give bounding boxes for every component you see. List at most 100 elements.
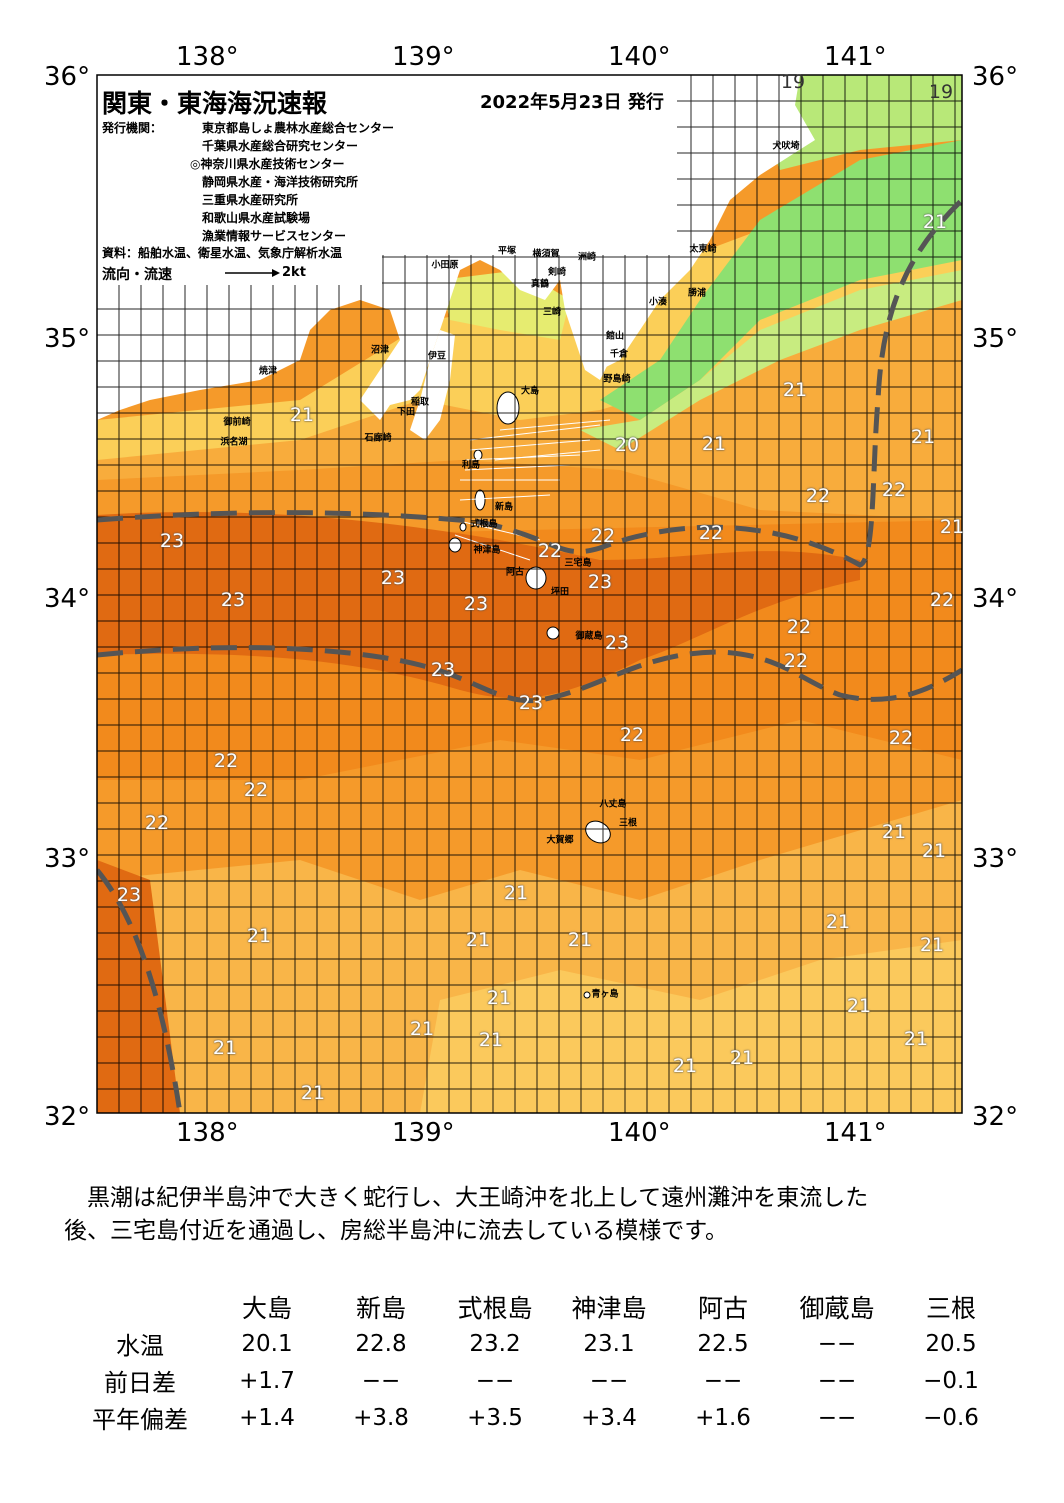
table-cell: −0.1 — [923, 1367, 979, 1394]
temp-label: 21 — [246, 925, 272, 947]
place-label: 八丈島 — [599, 799, 627, 810]
place-label: 小田原 — [431, 260, 459, 271]
table-cell: −− — [589, 1367, 629, 1394]
table-cell: −− — [817, 1404, 857, 1431]
place-label: 剣崎 — [547, 267, 567, 278]
place-label: 野島崎 — [603, 374, 631, 385]
island-aogashima — [583, 991, 591, 999]
header-panel — [97, 75, 677, 255]
temp-label: 21 — [782, 379, 808, 401]
island-toshima — [473, 449, 483, 461]
temp-label: 21 — [921, 840, 947, 862]
kuroshio-axis-lines — [97, 198, 962, 1113]
table-cell: 22.5 — [697, 1330, 749, 1357]
table-cell: +3.4 — [581, 1404, 637, 1431]
place-label: 式根島 — [470, 519, 498, 530]
place-label: 大島 — [520, 386, 540, 397]
summary-line: 黒潮は紀伊半島沖で大きく蛇行し、大王崎沖を北上して遠州灘沖を東流した — [64, 1185, 869, 1211]
place-label: 太東崎 — [689, 244, 717, 255]
column-header: 神津島 — [571, 1293, 647, 1323]
place-label: 大賀郷 — [546, 835, 574, 846]
temp-label: 23 — [220, 589, 246, 611]
lat-label-right-34: 34° — [972, 584, 1019, 614]
table-cell: 22.8 — [355, 1330, 407, 1357]
place-label: 青ヶ島 — [591, 989, 619, 1000]
table-cell: 20.1 — [241, 1330, 293, 1357]
temp-label: 22 — [619, 724, 645, 746]
temp-label: 21 — [289, 404, 315, 426]
place-label: 真鶴 — [530, 279, 550, 290]
lon-label-bottom-140: 140° — [608, 1118, 671, 1148]
table-cell: +1.6 — [695, 1404, 751, 1431]
issuer-item: 東京都島しょ農林水産総合センター — [202, 121, 395, 135]
temp-label: 22 — [929, 589, 955, 611]
island-oshima — [496, 391, 520, 425]
place-label: 小湊 — [648, 297, 668, 308]
place-label: 千倉 — [609, 349, 629, 360]
lat-label-right-32: 32° — [972, 1102, 1019, 1132]
lon-label-top-139: 139° — [392, 42, 455, 72]
island-niijima — [474, 489, 486, 511]
temp-label: 22 — [888, 727, 914, 749]
lon-label-bottom-139: 139° — [392, 1118, 455, 1148]
temp-label: 22 — [213, 750, 239, 772]
place-label: 勝浦 — [687, 288, 707, 299]
issuer-item: ◎神奈川県水産技術センター — [190, 157, 345, 171]
table-corner — [70, 1288, 210, 1325]
lat-label-left-33: 33° — [44, 844, 91, 874]
place-label: 浜名湖 — [220, 437, 248, 448]
temp-label: 21 — [478, 1029, 504, 1051]
summary-line: 後、三宅島付近を通過し、房総半島沖に流去している模様です。 — [64, 1218, 729, 1244]
place-label: 御蔵島 — [575, 631, 603, 642]
lat-label-left-32: 32° — [44, 1102, 91, 1132]
lat-label-left-36: 36° — [44, 62, 91, 92]
place-label: 阿古 — [505, 567, 525, 578]
table-cell: +3.8 — [353, 1404, 409, 1431]
lat-label-right-33: 33° — [972, 844, 1019, 874]
temp-label: 23 — [518, 692, 544, 714]
temp-label: 21 — [881, 821, 907, 843]
temp-label: 21 — [939, 516, 965, 538]
temp-label: 20 — [614, 434, 640, 456]
table-cell: +3.5 — [467, 1404, 523, 1431]
temp-label: 22 — [881, 479, 907, 501]
temp-label: 21 — [910, 426, 936, 448]
temp-label: 22 — [243, 779, 269, 801]
table-cell: 20.5 — [925, 1330, 977, 1357]
temp-label: 21 — [922, 211, 948, 233]
island-miyakejima — [525, 566, 547, 590]
temp-label: 22 — [805, 485, 831, 507]
table-cell: −− — [817, 1367, 857, 1394]
issue-date: 2022年5月23日 発行 — [480, 92, 664, 113]
temp-label: 21 — [729, 1047, 755, 1069]
column-header: 阿古 — [697, 1293, 748, 1323]
place-label: 焼津 — [258, 366, 278, 377]
place-label: 御前崎 — [223, 417, 251, 428]
place-label: 下田 — [396, 407, 416, 418]
temp-label: 22 — [590, 525, 616, 547]
table-row: 水温 20.1 22.8 23.2 23.1 22.5 −− 20.5 — [70, 1325, 1008, 1362]
island-kozushima — [448, 537, 462, 553]
legend-label: 流向・流速 — [102, 267, 172, 283]
place-label: 伊豆 — [427, 351, 447, 362]
sea-temperature-map — [96, 74, 963, 1114]
temp-label: 21 — [567, 929, 593, 951]
temp-label: 21 — [846, 995, 872, 1017]
temp-label: 21 — [503, 882, 529, 904]
temp-label: 21 — [300, 1082, 326, 1104]
place-label: 平塚 — [497, 246, 517, 257]
place-label: 三根 — [618, 818, 638, 829]
lon-label-bottom-141: 141° — [824, 1118, 887, 1148]
temp-label: 19 — [928, 81, 954, 103]
temp-label: 21 — [212, 1037, 238, 1059]
temp-label: 23 — [159, 530, 185, 552]
temp-label: 21 — [825, 911, 851, 933]
lon-label-top-141: 141° — [824, 42, 887, 72]
place-label: 館山 — [605, 331, 625, 342]
place-label: 三崎 — [542, 307, 562, 318]
temp-label: 23 — [380, 567, 406, 589]
temp-label: 23 — [116, 884, 142, 906]
lat-label-left-34: 34° — [44, 584, 91, 614]
row-header: 水温 — [116, 1332, 164, 1360]
table-header-row: 大島 新島 式根島 神津島 阿古 御蔵島 三根 — [70, 1288, 1008, 1325]
